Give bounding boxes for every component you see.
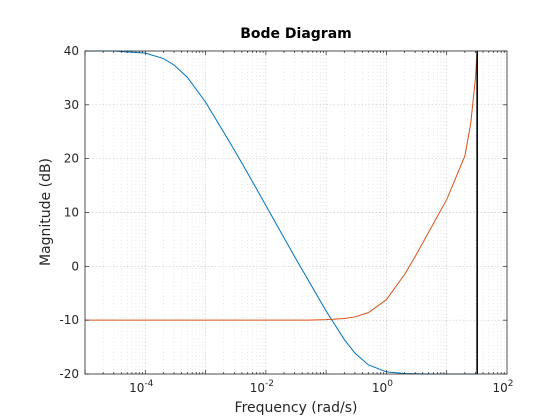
x-tick-label: 10-2 [250,379,274,395]
series-line-1 [85,50,478,375]
x-tick-label: 10-4 [129,379,154,395]
y-tick-label: -10 [59,313,79,327]
y-tick-label: -20 [59,367,79,381]
x-tick-label: 102 [492,379,513,395]
y-tick-label: 40 [64,44,79,58]
series-layer [85,50,478,375]
y-axis-label: Magnitude (dB) [38,158,54,266]
x-axis-label: Frequency (rad/s) [235,400,358,416]
tick-labels: 10-4 10-2 100 102 -20 -10 0 10 20 30 40 [59,44,513,395]
series-line-2 [85,50,478,321]
y-tick-label: 20 [64,152,79,166]
chart-title: Bode Diagram [240,26,352,42]
grid-lines [84,50,507,375]
y-tick-label: 10 [64,206,79,220]
y-tick-label: 0 [71,259,79,273]
x-tick-label: 100 [372,379,393,395]
y-tick-label: 30 [64,98,79,112]
